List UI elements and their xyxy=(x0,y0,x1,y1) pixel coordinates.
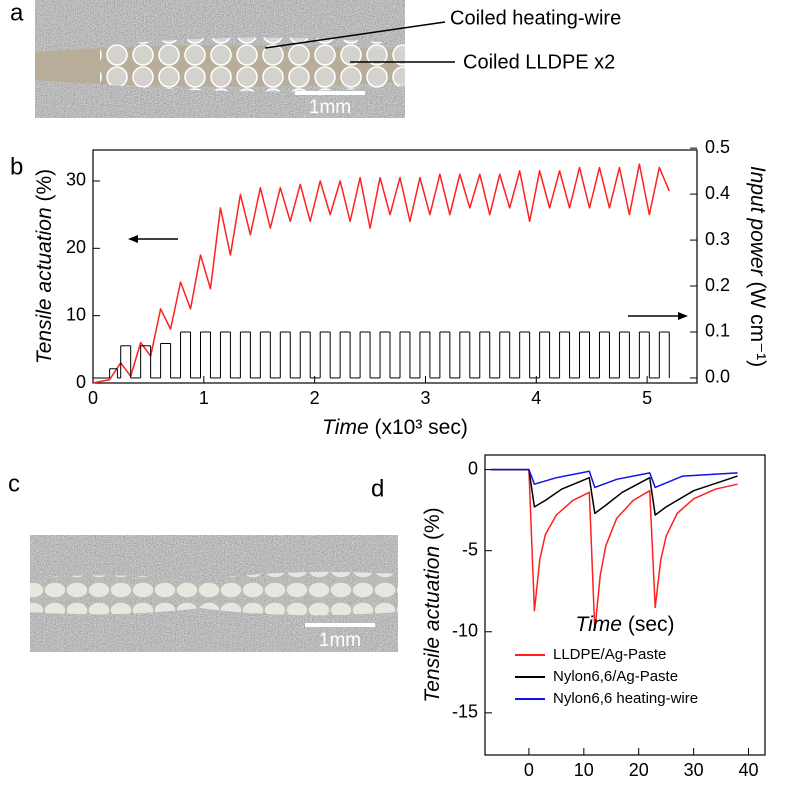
scale-bar-label: 1mm xyxy=(309,97,351,118)
panel-label: d xyxy=(371,475,384,502)
y-tick-label: 0 xyxy=(76,372,86,392)
y-tick-label: 30 xyxy=(66,170,86,190)
series-line xyxy=(490,468,738,631)
axis-label-unit: (x10³ sec) xyxy=(374,416,467,439)
y-tick-label: -15 xyxy=(452,702,478,722)
x-tick-label: 4 xyxy=(531,388,541,408)
plot-frame xyxy=(484,454,766,756)
series-line xyxy=(490,468,738,516)
x-tick-label: 2 xyxy=(310,388,320,408)
x-tick-label: 20 xyxy=(629,760,649,780)
axis-label-name: Tensile actuation xyxy=(421,546,444,703)
x-tick-label: 40 xyxy=(739,760,759,780)
axis-label-unit: (%) xyxy=(33,169,56,202)
panel-label: a xyxy=(10,0,24,26)
axis-label: Time (x10³ sec) xyxy=(322,416,468,439)
x-tick-label: 5 xyxy=(642,388,652,408)
x-tick-label: 10 xyxy=(574,760,594,780)
y-tick-label: 0 xyxy=(468,458,478,478)
annotation: Coiled heating-wire xyxy=(450,7,621,29)
axis-label-unit: (%) xyxy=(421,507,444,540)
x-tick-label: 0 xyxy=(88,388,98,408)
axis-label-name: Time xyxy=(576,613,622,636)
y-tick-label: -10 xyxy=(452,621,478,641)
axis-label-name: Time xyxy=(322,416,368,439)
axis-label: Tensile actuation (%) xyxy=(421,507,444,702)
x-tick-label: 30 xyxy=(684,760,704,780)
x-tick-label: 1 xyxy=(199,388,209,408)
axis-label: Input power (W cm⁻¹) xyxy=(746,166,769,367)
arrows xyxy=(128,235,688,320)
legend-label: Nylon6,6 heating-wire xyxy=(553,690,698,707)
series-line xyxy=(92,163,670,384)
x-tick-label: 3 xyxy=(420,388,430,408)
axis-label-unit: (W cm⁻¹) xyxy=(746,281,769,367)
y2-tick-label: 0.1 xyxy=(705,321,730,341)
photo-c: 1mm xyxy=(30,535,398,652)
legend-label: LLDPE/Ag-Paste xyxy=(553,646,666,663)
scale-bar-label: 1mm xyxy=(319,630,361,651)
x-tick-label: 0 xyxy=(524,760,534,780)
axis-label: Time (sec) xyxy=(576,613,675,636)
axis-label-unit: (sec) xyxy=(628,613,675,636)
y2-tick-label: 0.4 xyxy=(705,183,730,203)
y2-tick-label: 0.2 xyxy=(705,275,730,295)
axis-label-name: Input power xyxy=(746,166,769,277)
axis-label: Tensile actuation (%) xyxy=(33,169,56,364)
photo-a: 1mm xyxy=(35,0,405,118)
y-tick-label: -5 xyxy=(462,539,478,559)
axis-label-name: Tensile actuation xyxy=(33,207,56,364)
annotation: Coiled LLDPE x2 xyxy=(463,51,615,73)
y2-tick-label: 0.0 xyxy=(705,367,730,387)
arrow-head xyxy=(128,235,138,243)
lldpe-coil xyxy=(100,37,405,92)
y2-tick-label: 0.3 xyxy=(705,229,730,249)
legend-label: Nylon6,6/Ag-Paste xyxy=(553,668,678,685)
y2-tick-label: 0.5 xyxy=(705,137,730,157)
rope xyxy=(30,572,398,616)
series-line xyxy=(490,468,738,489)
panel-label: c xyxy=(8,470,20,497)
arrow-head xyxy=(678,312,688,320)
plot-frame xyxy=(92,149,698,384)
y-tick-label: 10 xyxy=(66,304,86,324)
leader-line xyxy=(264,21,446,49)
y-tick-label: 20 xyxy=(66,237,86,257)
step-series xyxy=(93,331,670,379)
panel-label: b xyxy=(10,153,23,180)
